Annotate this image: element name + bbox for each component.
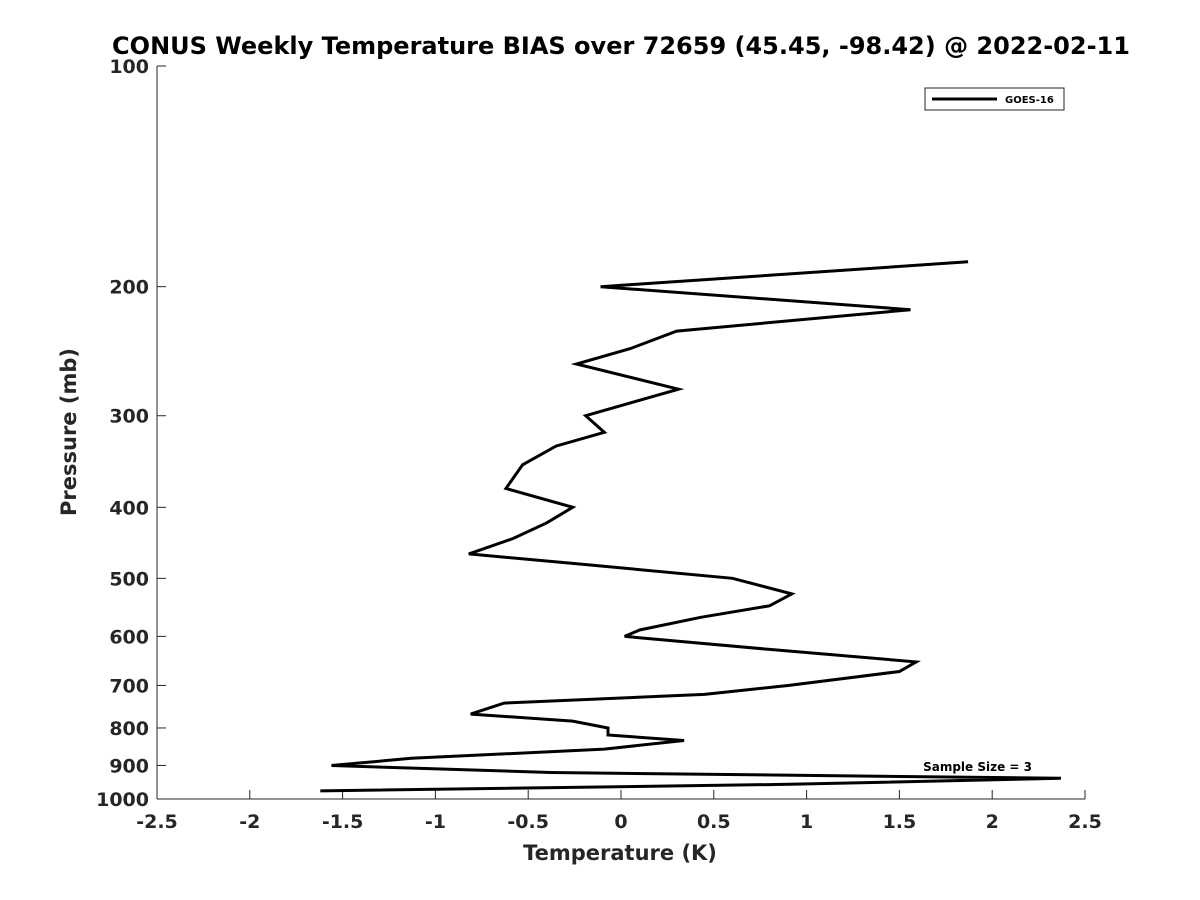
x-axis-ticks: -2.5 -2 -1.5 -1 -0.5 0 0.5 1 1.5 2 2.5 xyxy=(136,790,1102,833)
x-tick-label: 2.5 xyxy=(1068,811,1102,833)
y-tick-label: 800 xyxy=(109,718,149,740)
chart-title: CONUS Weekly Temperature BIAS over 72659… xyxy=(112,32,1130,60)
x-tick-label: -2.5 xyxy=(136,811,178,833)
y-tick-label: 700 xyxy=(109,675,149,697)
y-axis-label: Pressure (mb) xyxy=(57,348,81,516)
x-tick-label: -0.5 xyxy=(507,811,549,833)
x-tick-label: -1 xyxy=(425,811,446,833)
y-tick-label: 200 xyxy=(109,277,149,299)
y-tick-label: 100 xyxy=(109,56,149,78)
y-tick-label: 500 xyxy=(109,568,149,590)
x-tick-label: 0 xyxy=(614,811,627,833)
legend-label: GOES-16 xyxy=(1005,95,1054,106)
x-tick-label: 0.5 xyxy=(697,811,731,833)
series-layer xyxy=(320,260,1061,793)
x-tick-label: 1.5 xyxy=(883,811,917,833)
x-tick-label: 2 xyxy=(986,811,999,833)
series-line-goes-16 xyxy=(320,260,1061,793)
axes xyxy=(156,66,1085,800)
y-axis-ticks: 100 200 300 400 500 600 700 800 900 1000 xyxy=(96,56,166,811)
y-tick-label: 900 xyxy=(109,755,149,777)
x-tick-label: -2 xyxy=(239,811,260,833)
y-tick-label: 300 xyxy=(109,406,149,428)
x-axis-label: Temperature (K) xyxy=(523,841,717,865)
x-tick-label: 1 xyxy=(800,811,813,833)
x-tick-label: -1.5 xyxy=(322,811,364,833)
sample-size-annotation: Sample Size = 3 xyxy=(923,760,1032,774)
y-tick-label: 400 xyxy=(109,497,149,519)
y-tick-label: 1000 xyxy=(96,789,149,811)
legend: GOES-16 xyxy=(924,87,1065,111)
y-tick-label: 600 xyxy=(109,626,149,648)
